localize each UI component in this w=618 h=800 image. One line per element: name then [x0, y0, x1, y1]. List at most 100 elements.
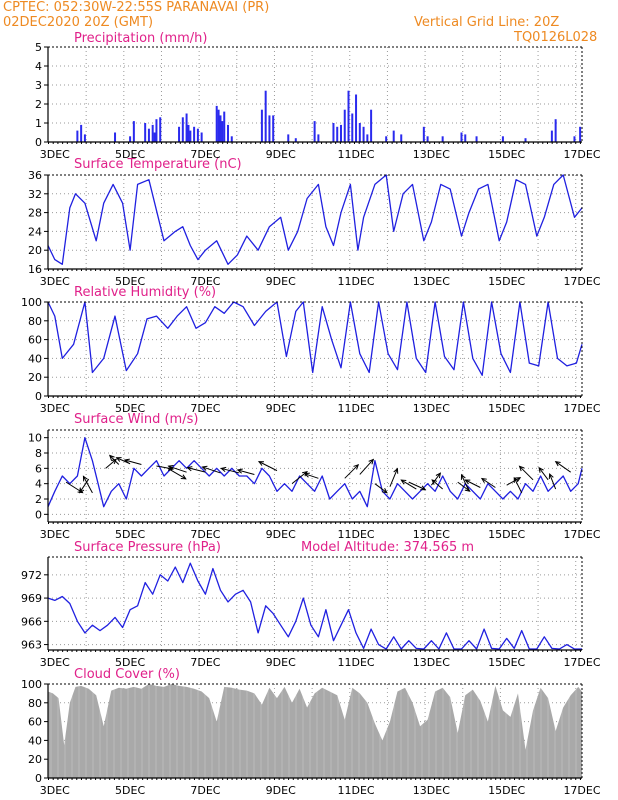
x-date-label: 15DEC	[488, 528, 525, 541]
x-date-label: 11DEC	[337, 784, 374, 797]
precipitation-bar	[313, 121, 316, 142]
y-tick-label: 4	[35, 478, 42, 491]
wind-arrow-head	[420, 485, 427, 491]
precipitation-bar	[441, 136, 444, 142]
x-date-label: 13DEC	[413, 275, 450, 288]
x-date-label: 7DEC	[190, 148, 220, 161]
y-tick-label: 100	[21, 678, 42, 691]
wind-arrow	[109, 455, 120, 465]
precipitation-panel: Precipitation (mm/h) 0 1 2 3 4 5 3DEC 5DEC 7DEC 9…	[35, 31, 601, 161]
precipitation-bar	[343, 109, 346, 142]
y-tick-label: 972	[21, 569, 42, 582]
y-tick-label: 5	[35, 41, 42, 54]
wind-arrow	[431, 479, 443, 490]
wind-arrow-head	[460, 473, 466, 480]
wind-speed-line	[47, 437, 583, 508]
precipitation-bar	[144, 123, 147, 142]
wind-arrow-head	[303, 472, 310, 478]
precipitation-bar	[336, 126, 339, 142]
model-altitude: Model Altitude: 374.565 m	[301, 540, 474, 555]
humidity-panel: Relative Humidity (%) 0 20 40 60 80 100 3DEC 5D…	[21, 285, 601, 415]
wind-arrow-head	[180, 474, 187, 480]
wind-arrow-head	[201, 465, 208, 471]
temperature-title: Surface Temperature (nC)	[74, 157, 242, 172]
x-date-label: 5DEC	[115, 656, 145, 669]
x-date-label: 11DEC	[337, 402, 374, 415]
precipitation-bar	[524, 138, 527, 142]
x-date-label: 9DEC	[266, 402, 296, 415]
precipitation-bar	[151, 124, 154, 142]
wind-arrow	[105, 458, 117, 469]
wind-arrow	[430, 472, 441, 486]
y-tick-label: 3	[35, 79, 42, 92]
y-tick-label: 10	[28, 432, 42, 445]
precipitation-bar	[347, 90, 350, 142]
precipitation-bar	[196, 128, 199, 142]
y-tick-label: 16	[28, 263, 42, 276]
y-tick-label: 966	[21, 615, 42, 628]
precipitation-bar	[385, 136, 388, 142]
x-date-label: 17DEC	[563, 656, 600, 669]
x-date-label: 11DEC	[337, 528, 374, 541]
y-tick-label: 0	[35, 390, 42, 403]
wind-arrow	[304, 473, 319, 479]
wind-arrow	[513, 477, 523, 494]
precipitation-bar	[215, 105, 218, 142]
precipitation-bar	[426, 136, 429, 142]
wind-arrow-head	[464, 479, 471, 485]
wind-arrow	[221, 467, 240, 474]
x-date-label: 13DEC	[413, 402, 450, 415]
y-tick-label: 6	[35, 462, 42, 475]
x-date-label: 17DEC	[563, 275, 600, 288]
wind-arrow	[168, 465, 187, 473]
precipitation-bar	[351, 113, 354, 142]
wind-title: Surface Wind (m/s)	[74, 412, 198, 427]
x-date-label: 15DEC	[488, 402, 525, 415]
precipitation-bar	[370, 109, 373, 142]
wind-arrow-head	[393, 467, 399, 474]
temperature-line	[47, 174, 583, 265]
precipitation-bar	[573, 136, 576, 142]
precipitation-bar	[227, 124, 230, 142]
pressure-panel: Surface Pressure (hPa) Model Altitude: 3…	[21, 540, 601, 669]
run-datetime: 02DEC2020 20Z (GMT)	[3, 15, 153, 30]
precipitation-bar	[294, 138, 297, 142]
y-tick-label: 969	[21, 592, 42, 605]
y-tick-label: 80	[28, 315, 42, 328]
precipitation-bar	[132, 121, 135, 142]
wind-arrow-head	[480, 477, 487, 484]
wind-arrow	[549, 473, 557, 490]
temperature-panel: Surface Temperature (nC) 16 20 24 28 32 36 3DE…	[28, 157, 601, 288]
x-date-label: 7DEC	[190, 784, 220, 797]
station-header: CPTEC: 052:30W-22:55S PARANAVAI (PR)	[3, 0, 269, 15]
grid-lines	[48, 47, 582, 142]
x-date-label: 3DEC	[40, 656, 70, 669]
wind-arrow	[237, 469, 255, 475]
x-date-label: 5DEC	[115, 275, 145, 288]
y-tick-label: 0	[35, 136, 42, 149]
grid-lines	[48, 557, 582, 650]
precipitation-bar	[362, 126, 365, 142]
precipitation-bar	[147, 128, 150, 142]
precipitation-bar	[193, 126, 196, 142]
precipitation-bar	[80, 124, 83, 142]
wind-arrow	[374, 483, 388, 494]
precipitation-bar	[264, 90, 267, 142]
wind-arrow-head	[82, 475, 88, 482]
wind-arrow	[506, 477, 521, 486]
wind-arrow	[187, 467, 206, 473]
x-date-label: 17DEC	[563, 402, 600, 415]
precipitation-bar	[260, 109, 263, 142]
model-code: TQ0126L028	[513, 30, 597, 45]
wind-arrow-head	[108, 454, 115, 461]
y-tick-label: 60	[28, 334, 42, 347]
pressure-line	[47, 562, 582, 650]
precipitation-bar	[392, 130, 395, 142]
precipitation-bar	[317, 134, 320, 142]
vertical-grid-info: Vertical Grid Line: 20Z	[414, 15, 559, 30]
wind-arrow	[79, 478, 90, 493]
grid-lines	[48, 302, 582, 396]
wind-arrow-head	[513, 476, 519, 483]
grid-lines	[48, 430, 582, 522]
x-date-label: 7DEC	[190, 275, 220, 288]
